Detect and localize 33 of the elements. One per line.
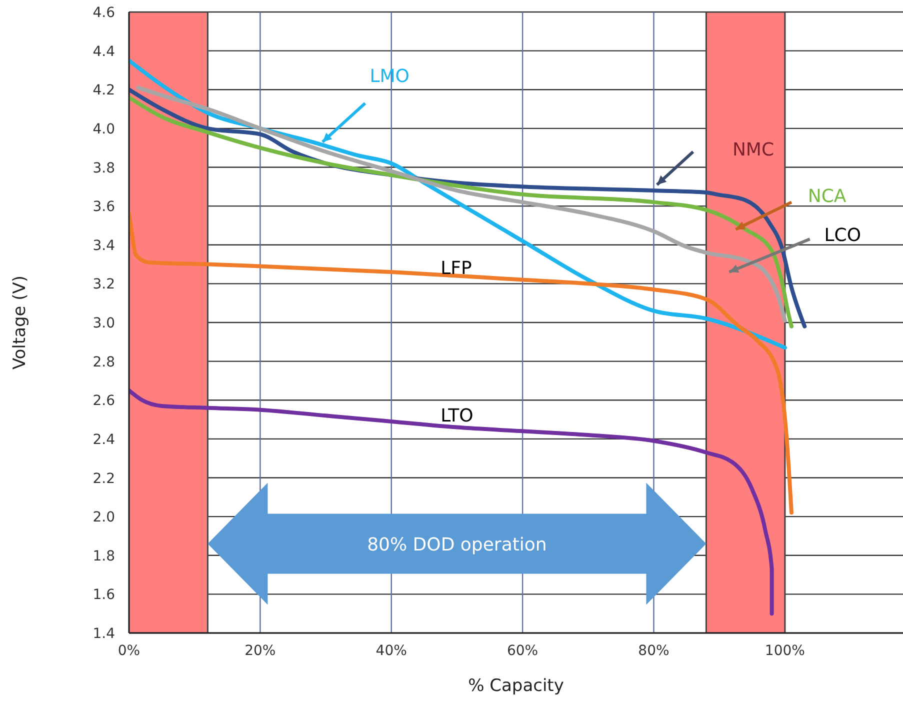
y-tick-label: 2.6 [92,393,116,410]
y-tick-label: 3.2 [92,276,115,293]
annotation: 80% DOD operation [367,534,547,556]
y-tick-label: 1.8 [92,548,115,564]
y-tick-label: 4.0 [92,121,115,138]
y-tick-label: 3.6 [92,199,116,216]
series-label: LFP [440,258,472,279]
x-tick-label: 40% [376,643,407,659]
text: LCO [824,224,862,246]
line-series [129,212,794,515]
y-tick-label: 4.4 [92,44,116,60]
x-tick-label: 0% [118,643,140,659]
x-axis-title: % Capacity [468,676,564,696]
y-tick-label: 1.4 [92,626,116,642]
y-tick-label: 2.0 [92,510,115,526]
x-tick-label: 20% [244,643,276,659]
y-tick-label: 2.4 [92,432,116,448]
x-tick-label: 100% [764,643,805,659]
x-tick-label: 80% [638,643,670,659]
series-label: NMC [732,140,774,161]
line-series [129,388,774,616]
y-tick-label: 3.4 [92,238,116,254]
y-tick-label: 4.6 [92,5,116,21]
y-axis-title: Voltage (V) [10,275,30,370]
y-tick-label: 3.0 [92,316,115,332]
x-tick-label: 60% [506,643,538,659]
y-tick-label: 2.2 [92,470,115,487]
series-label: LTO [440,405,474,426]
text: NCA [808,186,847,208]
y-tick-label: 2.8 [92,354,115,370]
y-tick-label: 3.8 [92,160,115,176]
y-tick-label: 4.2 [92,82,115,99]
y-tick-label: 1.6 [92,587,116,604]
